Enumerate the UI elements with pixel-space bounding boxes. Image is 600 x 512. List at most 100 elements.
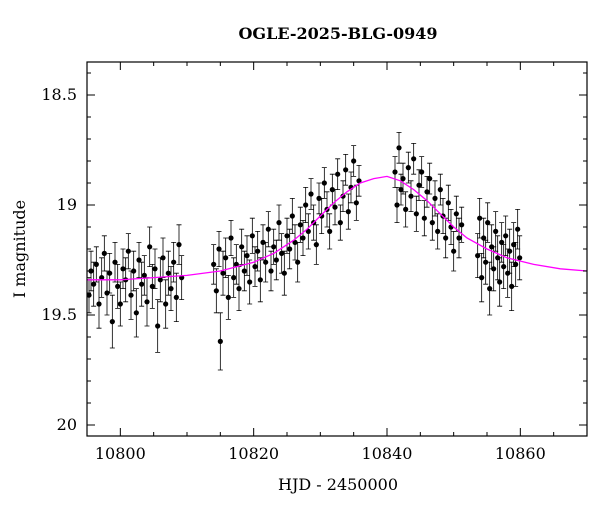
data-point-layer bbox=[87, 145, 523, 344]
data-point bbox=[144, 299, 150, 305]
data-point bbox=[295, 259, 301, 265]
data-point bbox=[160, 255, 166, 261]
data-point bbox=[394, 202, 400, 208]
data-point bbox=[217, 338, 223, 344]
data-point bbox=[93, 261, 99, 267]
data-point bbox=[152, 266, 158, 272]
data-point bbox=[435, 228, 441, 234]
y-tick-label: 19.5 bbox=[41, 305, 77, 324]
data-point bbox=[231, 275, 237, 281]
data-point bbox=[507, 248, 513, 254]
data-point bbox=[337, 220, 343, 226]
data-point bbox=[340, 193, 346, 199]
data-point bbox=[292, 239, 298, 245]
y-axis-ticks: 18.5 19 19.5 20 bbox=[41, 72, 587, 434]
x-tick-label: 10820 bbox=[228, 444, 279, 463]
data-point bbox=[276, 220, 282, 226]
data-point bbox=[289, 213, 295, 219]
y-tick-label: 19 bbox=[57, 195, 77, 214]
data-point bbox=[411, 156, 417, 162]
data-point bbox=[303, 202, 309, 208]
data-point bbox=[297, 222, 303, 228]
data-point bbox=[273, 257, 279, 263]
errorbar-layer bbox=[87, 132, 523, 371]
data-point bbox=[356, 178, 362, 184]
data-point bbox=[87, 292, 92, 298]
data-point bbox=[260, 239, 266, 245]
data-point bbox=[236, 286, 242, 292]
x-axis-label: HJD - 2450000 bbox=[278, 475, 398, 494]
x-tick-label: 10860 bbox=[495, 444, 546, 463]
data-point bbox=[125, 248, 131, 254]
x-tick-label: 10800 bbox=[95, 444, 146, 463]
data-point bbox=[517, 255, 523, 261]
model-curve-layer bbox=[87, 175, 587, 281]
data-point bbox=[216, 246, 222, 252]
data-point bbox=[509, 283, 515, 289]
data-point bbox=[335, 171, 341, 177]
data-point bbox=[329, 187, 335, 193]
data-point bbox=[147, 244, 153, 250]
data-point bbox=[141, 272, 147, 278]
data-point bbox=[155, 323, 161, 329]
data-point bbox=[319, 213, 325, 219]
data-point bbox=[165, 270, 171, 276]
data-point bbox=[437, 187, 443, 193]
data-point bbox=[99, 275, 105, 281]
data-point bbox=[305, 228, 311, 234]
model-curve bbox=[87, 175, 587, 281]
plot-area bbox=[87, 132, 587, 371]
data-point bbox=[421, 215, 427, 221]
data-point bbox=[505, 270, 511, 276]
data-point bbox=[104, 290, 110, 296]
data-point bbox=[149, 283, 155, 289]
data-point bbox=[503, 233, 509, 239]
data-point bbox=[168, 286, 174, 292]
data-point bbox=[139, 281, 145, 287]
data-point bbox=[332, 204, 338, 210]
data-point bbox=[451, 248, 457, 254]
data-point bbox=[96, 301, 102, 307]
data-point bbox=[392, 169, 398, 175]
data-point bbox=[424, 189, 430, 195]
data-point bbox=[244, 253, 250, 259]
data-point bbox=[497, 279, 503, 285]
data-point bbox=[257, 277, 263, 283]
data-point bbox=[353, 200, 359, 206]
data-point bbox=[427, 176, 433, 182]
y-tick-label: 18.5 bbox=[41, 85, 77, 104]
data-point bbox=[489, 244, 495, 250]
data-point bbox=[459, 222, 465, 228]
data-point bbox=[456, 235, 462, 241]
data-point bbox=[120, 266, 126, 272]
x-axis-ticks: 10800 10820 10840 10860 bbox=[86, 62, 588, 463]
data-point bbox=[475, 253, 481, 259]
data-point bbox=[136, 257, 142, 263]
data-point bbox=[495, 255, 501, 261]
data-point bbox=[223, 255, 229, 261]
data-point bbox=[133, 310, 139, 316]
data-point bbox=[408, 193, 414, 199]
data-point bbox=[398, 187, 404, 193]
data-point bbox=[117, 301, 123, 307]
data-point bbox=[443, 235, 449, 241]
data-point bbox=[405, 165, 411, 171]
data-point bbox=[131, 268, 137, 274]
data-point bbox=[107, 270, 113, 276]
data-point bbox=[255, 248, 261, 254]
data-point bbox=[327, 228, 333, 234]
data-point bbox=[493, 228, 499, 234]
data-point bbox=[225, 294, 231, 300]
data-point bbox=[400, 176, 406, 182]
data-point bbox=[284, 233, 290, 239]
chart-title: OGLE-2025-BLG-0949 bbox=[238, 24, 437, 43]
data-point bbox=[313, 242, 319, 248]
data-point bbox=[128, 292, 134, 298]
data-point bbox=[345, 209, 351, 215]
data-point bbox=[171, 259, 177, 265]
data-point bbox=[316, 195, 322, 201]
data-point bbox=[413, 211, 419, 217]
data-point bbox=[263, 259, 269, 265]
data-point bbox=[163, 301, 169, 307]
data-point bbox=[396, 145, 402, 151]
